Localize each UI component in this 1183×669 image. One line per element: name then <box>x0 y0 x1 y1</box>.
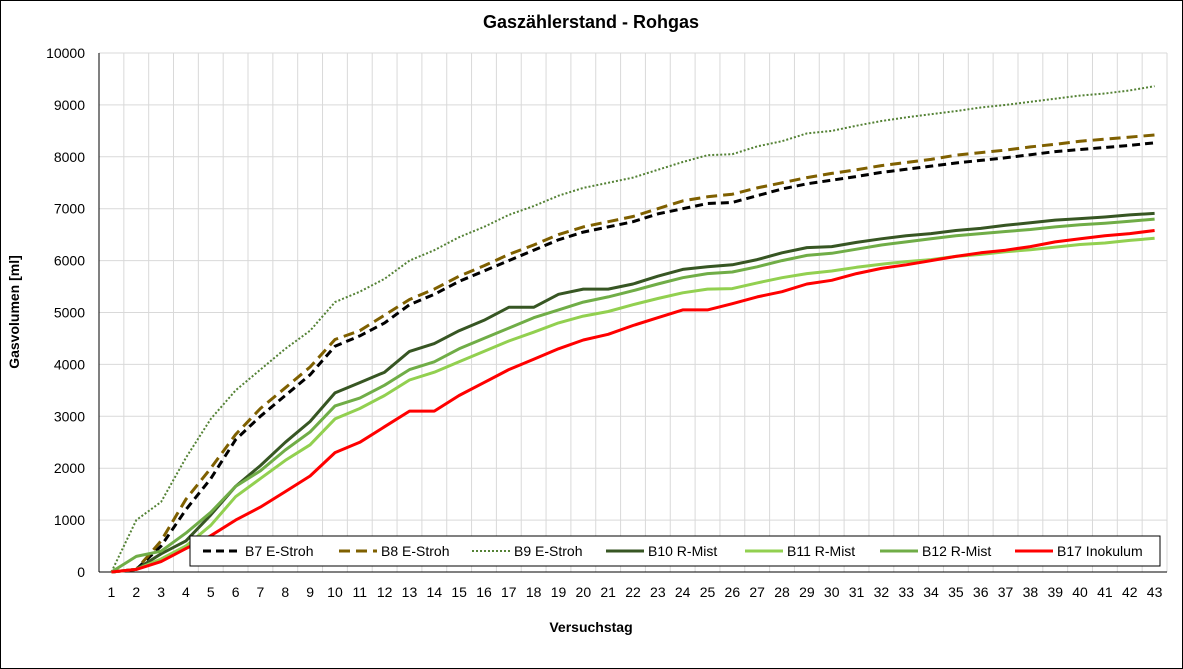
x-tick-label: 29 <box>799 584 815 600</box>
legend: B7 E-Stroh B8 E-Stroh B9 E-Stroh B10 R-Mist… <box>189 535 1161 567</box>
x-tick-label: 23 <box>650 584 666 600</box>
x-tick-label: 38 <box>1023 584 1039 600</box>
y-tick-label: 8000 <box>54 149 85 165</box>
y-tick-label: 5000 <box>54 305 85 321</box>
legend-label: B9 E-Stroh <box>514 543 582 559</box>
series-line-3 <box>110 85 1155 573</box>
x-tick-label: 5 <box>207 584 215 600</box>
y-axis-title: Gasvolumen [ml] <box>6 255 22 369</box>
x-tick-label: 18 <box>526 584 542 600</box>
x-tick-label: 8 <box>281 584 289 600</box>
x-tick-label: 35 <box>948 584 964 600</box>
x-tick-label: 39 <box>1047 584 1063 600</box>
x-tick-label: 34 <box>923 584 939 600</box>
x-tick-label: 28 <box>774 584 790 600</box>
x-tick-label: 15 <box>451 584 467 600</box>
series-line-7 <box>111 229 1155 574</box>
legend-label: B8 E-Stroh <box>381 543 449 559</box>
x-tick-label: 11 <box>353 584 368 600</box>
y-tick-label: 4000 <box>54 356 85 372</box>
x-tick-label: 17 <box>501 584 517 600</box>
x-tick-label: 2 <box>132 584 140 600</box>
y-tick-label: 6000 <box>54 253 85 269</box>
x-tick-label: 14 <box>427 584 443 600</box>
legend-label: B10 R-Mist <box>648 543 717 559</box>
x-tick-label: 6 <box>232 584 240 600</box>
x-tick-label: 9 <box>306 584 314 600</box>
series-line-2 <box>111 133 1155 574</box>
x-tick-label: 22 <box>625 584 641 600</box>
legend-label: B11 R-Mist <box>787 543 855 559</box>
legend-box <box>189 535 1161 567</box>
x-tick-label: 33 <box>898 584 914 600</box>
x-tick-label: 4 <box>182 584 190 600</box>
x-tick-label: 7 <box>257 584 265 600</box>
x-tick-label: 10 <box>327 584 343 600</box>
x-tick-label: 36 <box>973 584 989 600</box>
x-tick-label: 13 <box>402 584 418 600</box>
x-tick-label: 16 <box>476 584 492 600</box>
x-tick-label: 41 <box>1097 584 1113 600</box>
x-tick-label: 40 <box>1072 584 1088 600</box>
x-tick-label: 30 <box>824 584 840 600</box>
y-tick-label: 1000 <box>54 512 85 528</box>
y-tick-label: 9000 <box>54 97 85 113</box>
y-tick-label: 2000 <box>54 460 85 476</box>
x-tick-label: 31 <box>849 584 865 600</box>
x-tick-label: 26 <box>725 584 741 600</box>
series-lines <box>110 85 1155 574</box>
y-tick-label: 10000 <box>46 45 85 61</box>
x-axis-title: Versuchstag <box>549 619 632 635</box>
x-tick-label: 42 <box>1122 584 1138 600</box>
y-tick-labels: 0 1000 2000 3000 4000 5000 6000 7000 8000 9000 100… <box>46 45 85 580</box>
x-tick-label: 24 <box>675 584 691 600</box>
legend-label: B7 E-Stroh <box>245 543 313 559</box>
x-tick-label: 20 <box>576 584 592 600</box>
x-tick-label: 37 <box>998 584 1014 600</box>
axes <box>98 53 1167 573</box>
legend-label: B12 R-Mist <box>922 543 991 559</box>
x-tick-label: 25 <box>700 584 716 600</box>
series-line-5 <box>111 236 1155 574</box>
x-tick-label: 1 <box>108 584 116 600</box>
x-tick-label: 43 <box>1147 584 1163 600</box>
x-tick-label: 19 <box>551 584 567 600</box>
gridlines <box>98 52 1168 572</box>
x-tick-label: 32 <box>874 584 890 600</box>
y-tick-label: 3000 <box>54 408 85 424</box>
series-line-1 <box>111 141 1155 574</box>
chart-title: Gaszählerstand - Rohgas <box>483 12 699 32</box>
x-tick-labels: 1 2 3 4 5 6 7 8 9 10 11 12 13 14 15 16 17 18 19 20 21 22 23 24 2… <box>108 584 1163 600</box>
series-line-4 <box>111 211 1155 574</box>
x-tick-label: 12 <box>377 584 393 600</box>
y-tick-label: 0 <box>77 564 85 580</box>
legend-label: B17 Inokulum <box>1057 543 1143 559</box>
x-tick-label: 27 <box>749 584 765 600</box>
x-tick-label: 21 <box>600 584 616 600</box>
x-tick-label: 3 <box>157 584 165 600</box>
y-tick-label: 7000 <box>54 201 85 217</box>
series-line-6 <box>110 217 1155 574</box>
